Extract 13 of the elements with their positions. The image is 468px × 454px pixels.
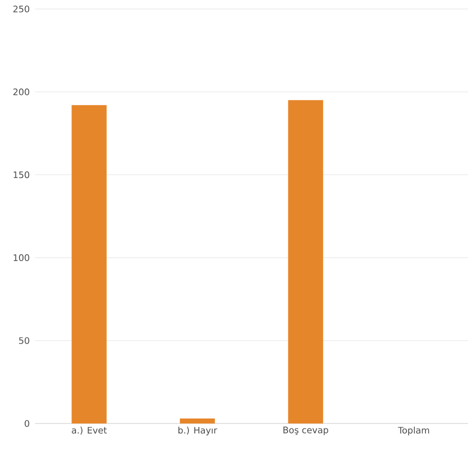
bar bbox=[288, 100, 324, 424]
y-tick-label: 250 bbox=[13, 6, 30, 12]
x-tick-label: Toplam bbox=[398, 426, 430, 436]
y-tick-label: 200 bbox=[13, 88, 30, 96]
x-tick-label: a.) Evet bbox=[72, 426, 107, 435]
bar bbox=[72, 105, 107, 424]
y-tick-label: 100 bbox=[14, 254, 30, 262]
y-tick-label: 0 bbox=[24, 420, 30, 427]
y-tick-label: 50 bbox=[19, 337, 30, 344]
x-tick-label: Boş cevap bbox=[283, 426, 328, 436]
bar bbox=[180, 418, 215, 424]
x-tick-label: b.) Hayır bbox=[178, 426, 218, 436]
y-tick-label: 150 bbox=[14, 171, 30, 178]
